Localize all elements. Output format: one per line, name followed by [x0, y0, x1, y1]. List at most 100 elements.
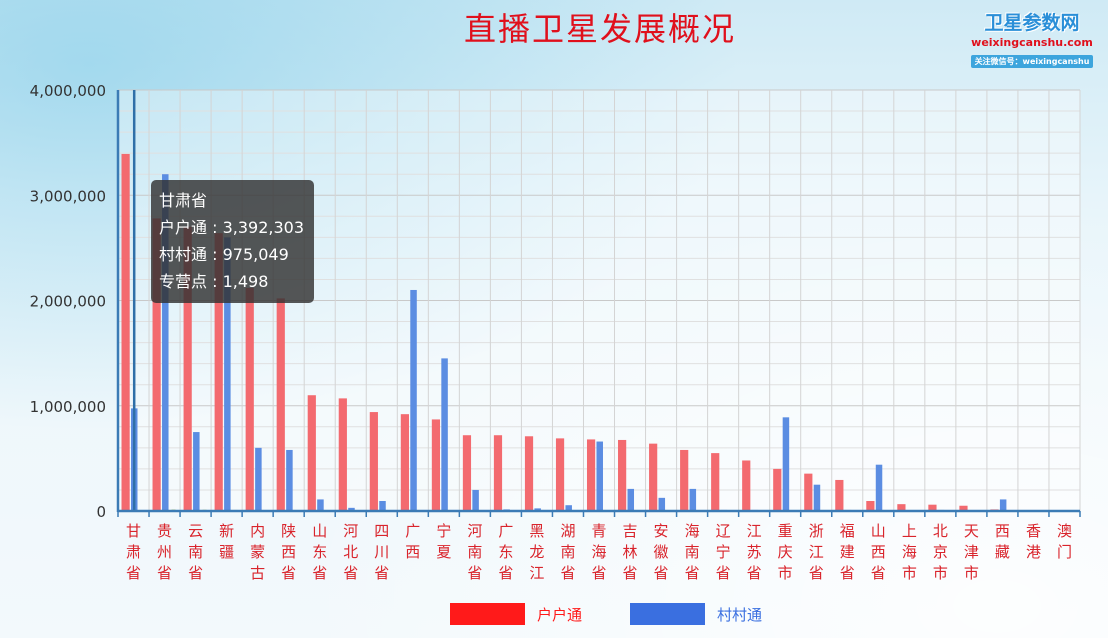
bar-huhutong	[307, 395, 316, 511]
bars	[121, 153, 1014, 511]
x-tick-label: 河南省	[467, 522, 482, 582]
x-tick-label: 四川省	[374, 522, 389, 582]
legend-item-huhutong[interactable]: 户户通	[450, 602, 582, 626]
x-tick-label: 香港	[1026, 522, 1041, 561]
tooltip-row-label: 专营点	[159, 272, 208, 291]
x-tick-label: 北京市	[933, 522, 948, 582]
bar-huhutong	[835, 479, 844, 511]
x-tick-label: 安徽省	[654, 522, 669, 582]
tooltip-row: 户户通 : 3,392,303	[159, 214, 304, 241]
bar-cuncuntong	[534, 508, 541, 511]
x-tick-label: 甘肃省	[126, 522, 141, 582]
x-tick-label: 青海省	[591, 522, 606, 582]
logo-main-text: 卫星参数网	[984, 12, 1080, 34]
bar-cuncuntong	[410, 289, 417, 511]
bar-cuncuntong	[689, 488, 697, 511]
x-tick-label: 内蒙古	[250, 522, 265, 582]
bar-huhutong	[462, 435, 472, 511]
bar-huhutong	[369, 412, 378, 511]
bar-huhutong	[431, 419, 441, 511]
bar-huhutong	[183, 226, 192, 511]
bar-huhutong	[400, 414, 409, 511]
bar-huhutong	[680, 449, 689, 511]
bar-huhutong	[959, 505, 968, 511]
tooltip-separator: :	[207, 272, 223, 291]
bar-huhutong	[245, 287, 254, 511]
tooltip-row-value: 3,392,303	[222, 218, 305, 237]
legend: 户户通 村村通	[0, 602, 1108, 628]
bar-cuncuntong	[999, 499, 1007, 511]
bar-cuncuntong	[193, 432, 200, 511]
y-tick-label: 0	[96, 503, 106, 521]
bar-cuncuntong	[286, 449, 293, 511]
bar-cuncuntong	[596, 441, 603, 511]
tooltip-row-value: 975,049	[222, 245, 289, 264]
tooltip-row-value: 1,498	[222, 272, 269, 291]
bar-huhutong	[493, 435, 503, 511]
x-tick-label: 重庆市	[778, 522, 793, 582]
bar-huhutong	[121, 153, 130, 511]
logo-site-url: weixingcanshu.com	[971, 36, 1093, 49]
bar-cuncuntong	[658, 497, 666, 511]
tooltip-row-label: 村村通	[159, 245, 208, 264]
bar-huhutong	[866, 501, 875, 511]
y-tick-label: 2,000,000	[30, 293, 106, 311]
bar-cuncuntong	[782, 417, 790, 511]
axis-labels: 0 1,000,000 2,000,000 3,000,000 4,000,000 甘肃省…	[30, 82, 1072, 582]
bar-cuncuntong	[813, 484, 821, 511]
bar-huhutong	[214, 233, 223, 511]
bar-huhutong	[338, 398, 347, 511]
legend-label-huhutong: 户户通	[537, 605, 583, 624]
x-tick-label: 陕西省	[281, 522, 296, 582]
bar-cuncuntong	[255, 447, 262, 511]
bar-cuncuntong	[162, 174, 169, 511]
bar-huhutong	[276, 298, 285, 511]
axes	[116, 90, 1081, 517]
x-tick-label: 云南省	[188, 522, 203, 582]
bar-cuncuntong	[565, 505, 572, 511]
x-tick-label: 河北省	[343, 522, 358, 582]
bar-cuncuntong	[441, 358, 448, 511]
bar-huhutong	[804, 473, 813, 511]
bar-cuncuntong	[224, 237, 231, 511]
bar-cuncuntong	[472, 489, 479, 511]
bar-huhutong	[524, 436, 534, 511]
tooltip-separator: :	[207, 218, 223, 237]
x-tick-label: 浙江省	[809, 522, 824, 582]
tooltip-separator: :	[207, 245, 223, 264]
y-tick-label: 3,000,000	[30, 187, 106, 205]
x-tick-label: 广东省	[498, 522, 513, 582]
bar-cuncuntong	[379, 501, 386, 511]
x-tick-label: 上海市	[902, 522, 917, 582]
x-tick-label: 西藏	[995, 522, 1010, 561]
x-tick-label: 吉林省	[623, 522, 638, 582]
tooltip-title: 甘肃省	[159, 191, 208, 210]
y-tick-label: 1,000,000	[30, 398, 106, 416]
tooltip-row: 专营点 : 1,498	[159, 268, 304, 295]
bar-huhutong	[555, 438, 565, 511]
bar-huhutong	[152, 218, 161, 511]
bar-huhutong	[586, 439, 596, 511]
legend-label-cuncuntong: 村村通	[717, 605, 763, 624]
x-tick-label: 江苏省	[747, 522, 762, 582]
logo-wechat-text: 关注微信号：weixingcanshu	[970, 55, 1094, 68]
legend-item-cuncuntong[interactable]: 村村通	[630, 602, 762, 626]
bar-huhutong	[897, 504, 906, 511]
x-tick-label: 山西省	[871, 522, 886, 582]
legend-swatch-huhutong	[450, 603, 525, 625]
bar-huhutong	[742, 460, 751, 511]
bar-cuncuntong	[875, 464, 883, 511]
x-tick-label: 黑龙江	[529, 522, 544, 582]
legend-swatch-cuncuntong	[630, 603, 705, 625]
bar-huhutong	[711, 453, 720, 511]
bar-cuncuntong	[627, 488, 635, 511]
x-tick-label: 海南省	[685, 522, 700, 582]
tooltip-row: 村村通 : 975,049	[159, 241, 304, 268]
x-tick-label: 山东省	[312, 522, 327, 582]
bar-huhutong	[928, 504, 937, 511]
x-tick-label: 宁夏	[436, 522, 451, 561]
x-tick-label: 新疆	[219, 522, 234, 561]
x-tick-label: 贵州省	[157, 522, 172, 582]
x-tick-label: 湖南省	[560, 522, 575, 582]
chart-title: 直播卫星发展概况	[463, 10, 736, 48]
